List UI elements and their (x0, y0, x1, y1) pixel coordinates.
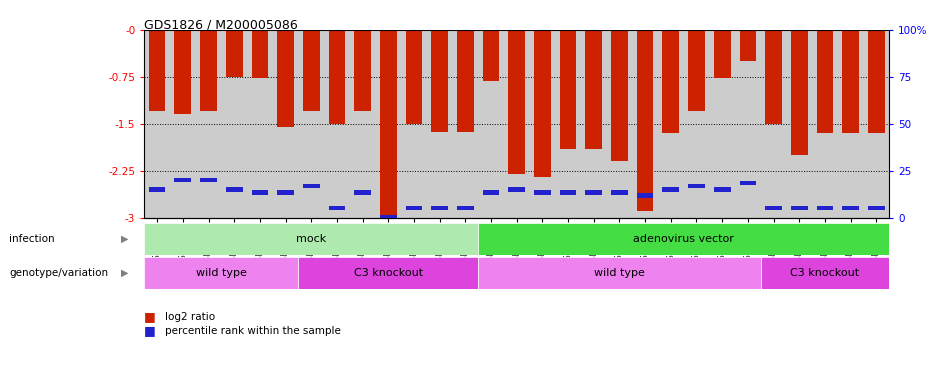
Bar (174, 30, 191, 114)
Bar (688, 30, 705, 111)
Bar (149, 30, 166, 111)
Text: mock: mock (296, 234, 327, 244)
Bar (329, 206, 345, 210)
Text: C3 knockout: C3 knockout (354, 268, 423, 278)
Bar (355, 190, 371, 195)
Text: ▶: ▶ (121, 268, 128, 278)
Bar (761, 257, 889, 289)
Bar (688, 184, 705, 188)
Bar (406, 206, 423, 210)
Bar (586, 30, 602, 149)
Bar (329, 30, 345, 124)
Bar (508, 187, 525, 192)
Bar (226, 30, 243, 77)
Text: wild type: wild type (196, 268, 247, 278)
Bar (843, 30, 859, 133)
Text: adenovirus vector: adenovirus vector (633, 234, 734, 244)
Bar (868, 206, 884, 210)
Text: percentile rank within the sample: percentile rank within the sample (165, 326, 341, 336)
Bar (843, 206, 859, 210)
Bar (380, 30, 397, 217)
Text: ■: ■ (144, 310, 156, 323)
Bar (790, 30, 807, 155)
Bar (200, 178, 217, 182)
Bar (611, 30, 627, 161)
Bar (663, 30, 679, 133)
Bar (457, 30, 474, 132)
Bar (431, 30, 448, 132)
Bar (355, 30, 371, 111)
Text: genotype/variation: genotype/variation (9, 268, 108, 278)
Text: ▶: ▶ (121, 234, 128, 244)
Bar (226, 187, 243, 192)
Bar (303, 184, 319, 188)
Bar (508, 30, 525, 174)
Bar (149, 187, 166, 192)
Bar (560, 30, 576, 149)
Bar (174, 178, 191, 182)
Bar (534, 190, 551, 195)
Bar (482, 190, 499, 195)
Text: C3 knockout: C3 knockout (790, 268, 859, 278)
Bar (431, 206, 448, 210)
Bar (560, 190, 576, 195)
Bar (611, 190, 627, 195)
Bar (144, 223, 479, 255)
Bar (479, 257, 761, 289)
Bar (586, 190, 602, 195)
Bar (868, 30, 884, 133)
Bar (663, 187, 679, 192)
Bar (482, 30, 499, 81)
Bar (277, 30, 294, 127)
Bar (534, 30, 551, 177)
Bar (714, 30, 731, 78)
Bar (299, 257, 479, 289)
Bar (406, 30, 423, 124)
Bar (714, 187, 731, 192)
Bar (816, 206, 833, 210)
Bar (144, 257, 299, 289)
Bar (765, 206, 782, 210)
Bar (790, 206, 807, 210)
Bar (303, 30, 319, 111)
Text: log2 ratio: log2 ratio (165, 312, 215, 322)
Bar (457, 206, 474, 210)
Text: wild type: wild type (594, 268, 645, 278)
Bar (251, 190, 268, 195)
Bar (816, 30, 833, 133)
Text: infection: infection (9, 234, 55, 244)
Bar (277, 190, 294, 195)
Bar (739, 181, 756, 185)
Text: GDS1826 / M200005086: GDS1826 / M200005086 (144, 19, 298, 32)
Bar (637, 30, 654, 211)
Bar (739, 30, 756, 61)
Bar (765, 30, 782, 124)
Bar (479, 223, 889, 255)
Text: ■: ■ (144, 324, 156, 337)
Bar (637, 194, 654, 198)
Bar (380, 215, 397, 220)
Bar (200, 30, 217, 111)
Bar (251, 30, 268, 78)
